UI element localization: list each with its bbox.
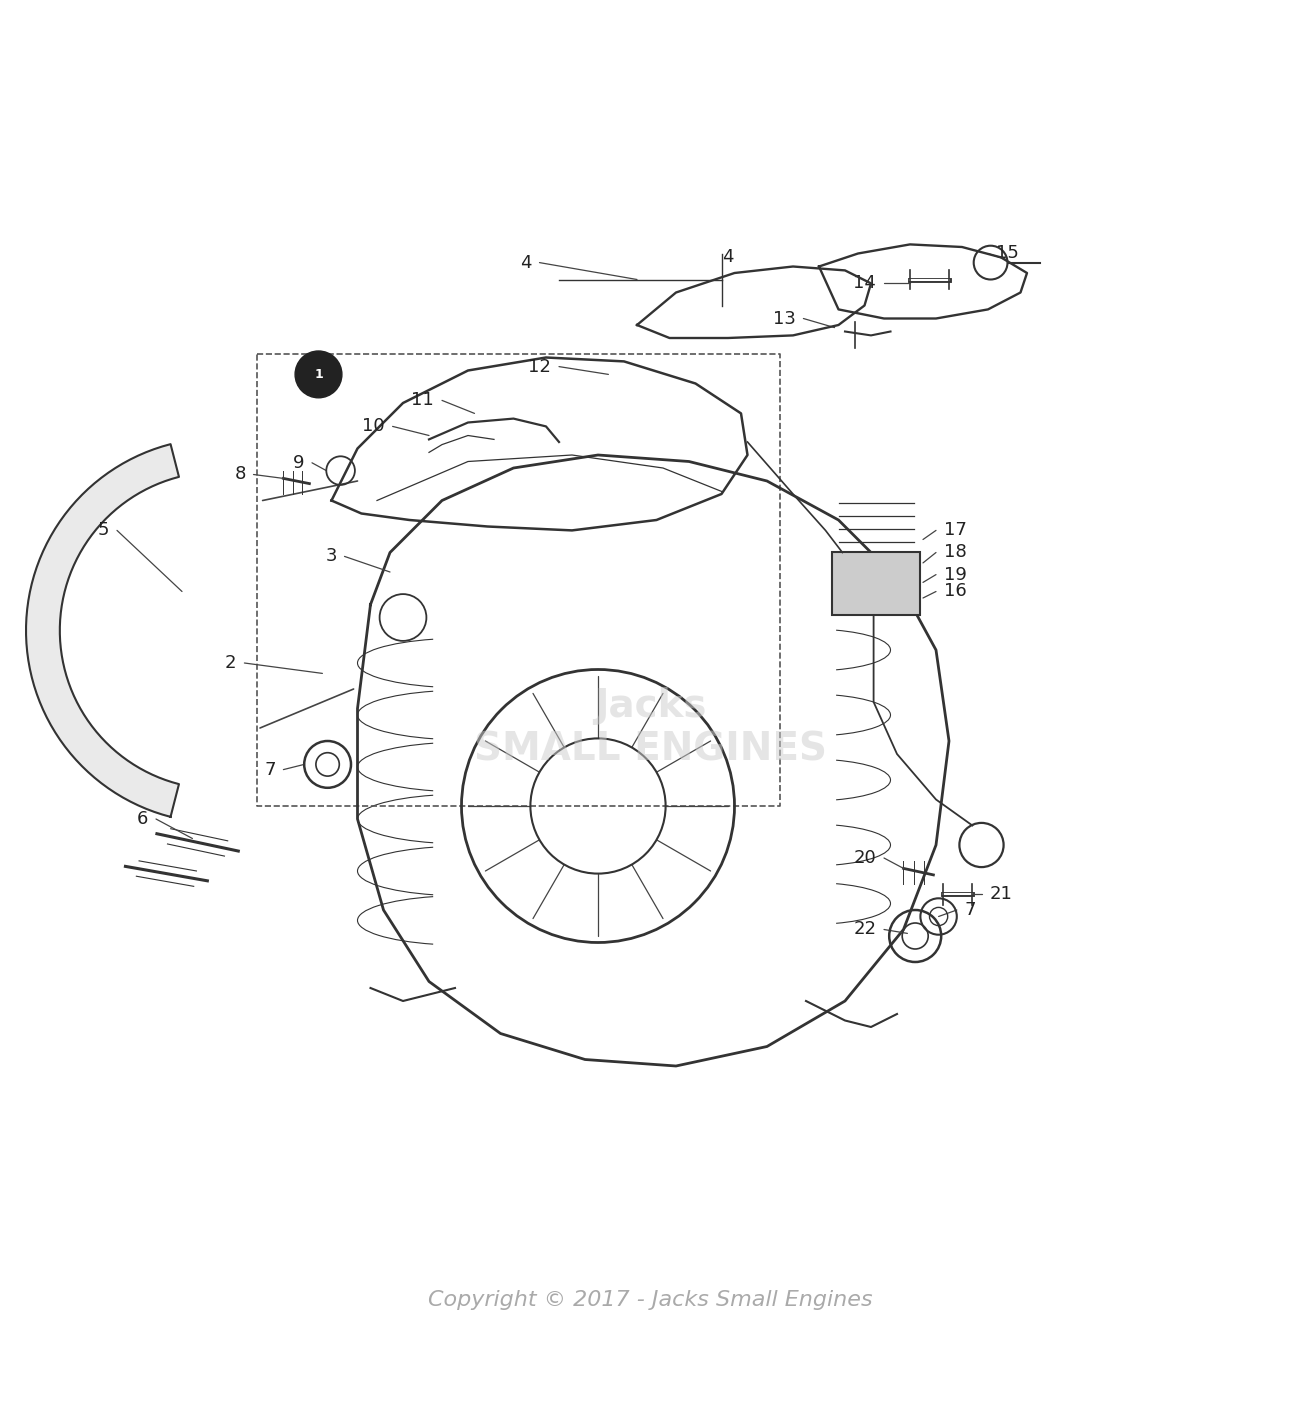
Text: 10: 10 xyxy=(363,417,385,435)
Text: 14: 14 xyxy=(853,274,876,292)
Text: 20: 20 xyxy=(854,849,876,868)
Text: 9: 9 xyxy=(292,453,304,472)
Bar xyxy=(832,553,920,615)
Text: 6: 6 xyxy=(136,810,148,828)
Text: 22: 22 xyxy=(853,921,876,938)
Text: 16: 16 xyxy=(944,583,966,601)
Text: 18: 18 xyxy=(944,543,966,562)
Text: 2: 2 xyxy=(225,654,237,673)
Polygon shape xyxy=(26,444,179,817)
Text: 12: 12 xyxy=(528,358,551,376)
Text: 11: 11 xyxy=(412,392,434,410)
Text: 17: 17 xyxy=(944,521,967,539)
Text: 4: 4 xyxy=(723,249,733,267)
Text: 4: 4 xyxy=(520,254,532,271)
Text: 19: 19 xyxy=(944,566,967,584)
Text: Copyright © 2017 - Jacks Small Engines: Copyright © 2017 - Jacks Small Engines xyxy=(428,1290,872,1310)
Text: 21: 21 xyxy=(989,886,1013,903)
Text: 8: 8 xyxy=(234,466,246,483)
Text: 7: 7 xyxy=(264,761,276,779)
Text: 15: 15 xyxy=(996,244,1019,263)
Circle shape xyxy=(295,351,342,397)
Text: 7: 7 xyxy=(965,901,976,920)
Text: 13: 13 xyxy=(772,309,796,327)
Text: 3: 3 xyxy=(325,548,337,566)
Text: Jacks
SMALL ENGINES: Jacks SMALL ENGINES xyxy=(473,687,827,769)
Text: 5: 5 xyxy=(98,521,109,539)
Text: 1: 1 xyxy=(315,368,322,380)
